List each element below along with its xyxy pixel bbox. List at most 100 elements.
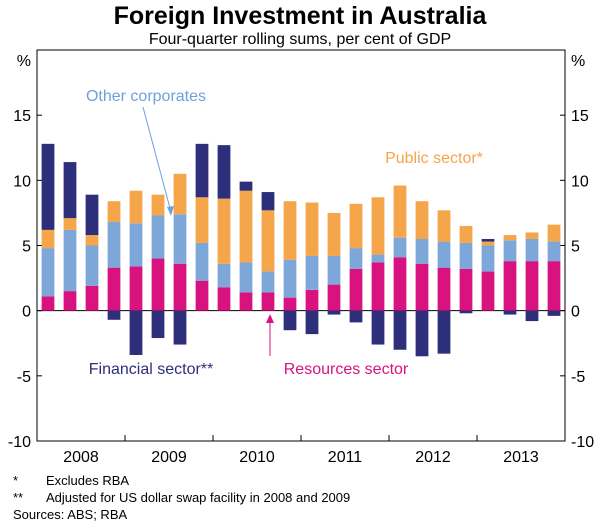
bar-public-sector [85, 235, 99, 246]
bar-other-corporates [415, 238, 429, 264]
footnote-1: * Excludes RBA [13, 472, 350, 489]
bar-resources-sector [459, 268, 473, 311]
bar-resources-sector [261, 292, 275, 311]
bar-financial-sector [525, 310, 539, 322]
bar-other-corporates [195, 242, 209, 281]
bar-other-corporates [547, 241, 561, 262]
bar-other-corporates [239, 262, 253, 293]
pointer-other-corporates [142, 106, 172, 213]
bar-resources-sector [349, 268, 363, 311]
footnote-text: Excludes RBA [46, 473, 130, 488]
bar-financial-sector [437, 310, 451, 354]
bar-public-sector [349, 203, 363, 249]
bar-resources-sector [173, 263, 187, 311]
bar-resources-sector [151, 258, 165, 311]
bar-other-corporates [305, 255, 319, 290]
bar-financial-sector [283, 310, 297, 331]
bar-public-sector [459, 225, 473, 243]
bar-other-corporates [283, 259, 297, 298]
bar-other-corporates [217, 263, 231, 288]
bar-financial-sector [547, 310, 561, 316]
y-tick-label-left: 15 [13, 108, 31, 125]
bar-financial-sector [107, 310, 121, 320]
annotation-other-corporates: Other corporates [86, 88, 206, 105]
bar-other-corporates [327, 255, 341, 285]
y-axis-unit-left: % [17, 53, 31, 70]
bar-public-sector [525, 232, 539, 239]
bar-resources-sector [217, 287, 231, 311]
y-tick-label-right: -5 [571, 369, 585, 386]
bar-financial-sector [415, 310, 429, 357]
footnotes: * Excludes RBA ** Adjusted for US dollar… [13, 472, 350, 523]
bar-financial-sector [393, 310, 407, 350]
y-tick-label-right: 0 [571, 304, 580, 321]
bar-public-sector [261, 210, 275, 272]
bar-other-corporates [151, 215, 165, 259]
chart-subtitle: Four-quarter rolling sums, per cent of G… [148, 31, 452, 48]
bar-other-corporates [459, 242, 473, 269]
bar-financial-sector [305, 310, 319, 335]
bar-other-corporates [393, 237, 407, 258]
x-tick-label: 2009 [151, 449, 187, 466]
bar-resources-sector [63, 291, 77, 311]
bar-resources-sector [305, 289, 319, 311]
bar-public-sector [41, 229, 55, 249]
bar-financial-sector [503, 310, 517, 315]
bar-other-corporates [503, 240, 517, 262]
bar-financial-sector [195, 143, 209, 198]
bar-financial-sector [217, 145, 231, 199]
annotation-public-sector: Public sector* [385, 150, 483, 167]
x-tick-label: 2010 [239, 449, 275, 466]
bar-financial-sector [459, 310, 473, 314]
x-tick-label: 2013 [503, 449, 539, 466]
bar-resources-sector [371, 262, 385, 311]
y-tick-label-right: 15 [571, 108, 589, 125]
bar-other-corporates [173, 214, 187, 264]
chart-area: -10 -10 -5 -5 0 0 5 5 10 10 15 15% % 2008 2009 2010 2011… [8, 49, 594, 466]
y-tick-label-left: 10 [13, 173, 31, 190]
x-tick-label: 2012 [415, 449, 451, 466]
bar-other-corporates [481, 245, 495, 272]
bar-financial-sector [85, 194, 99, 236]
bar-other-corporates [85, 245, 99, 286]
bar-other-corporates [41, 248, 55, 297]
footnote-mark: * [13, 473, 19, 488]
bar-resources-sector [437, 267, 451, 311]
bar-financial-sector [371, 310, 385, 345]
bar-public-sector [547, 224, 561, 242]
annotation-resources-sector: Resources sector [284, 361, 409, 378]
bar-resources-sector [195, 280, 209, 311]
footnote-text: Adjusted for US dollar swap facility in … [46, 490, 351, 505]
bar-public-sector [327, 212, 341, 256]
bar-financial-sector [151, 310, 165, 339]
bar-other-corporates [371, 254, 385, 263]
bar-resources-sector [239, 292, 253, 311]
bar-resources-sector [547, 261, 561, 311]
bar-public-sector [437, 210, 451, 242]
bar-financial-sector [327, 310, 341, 315]
bar-public-sector [283, 201, 297, 260]
bar-public-sector [415, 201, 429, 239]
bar-public-sector [217, 198, 231, 264]
bar-public-sector [371, 197, 385, 255]
bar-resources-sector [525, 261, 539, 311]
y-tick-label-right: 10 [571, 173, 589, 190]
bar-financial-sector [129, 310, 143, 355]
footnote-mark: ** [13, 490, 24, 505]
x-tick-label: 2008 [63, 449, 99, 466]
bar-resources-sector [107, 267, 121, 311]
sources-text: Sources: ABS; RBA [13, 507, 128, 522]
bar-public-sector [481, 241, 495, 246]
bar-other-corporates [261, 271, 275, 293]
bar-resources-sector [327, 284, 341, 311]
y-tick-label-left: -10 [8, 434, 31, 451]
bar-financial-sector [349, 310, 363, 323]
bar-resources-sector [41, 296, 55, 311]
bar-resources-sector [415, 263, 429, 311]
bar-other-corporates [107, 222, 121, 268]
x-tick-label: 2011 [328, 449, 363, 466]
bar-public-sector [63, 218, 77, 230]
bar-financial-sector [173, 310, 187, 345]
bar-resources-sector [85, 285, 99, 311]
bar-public-sector [305, 202, 319, 256]
